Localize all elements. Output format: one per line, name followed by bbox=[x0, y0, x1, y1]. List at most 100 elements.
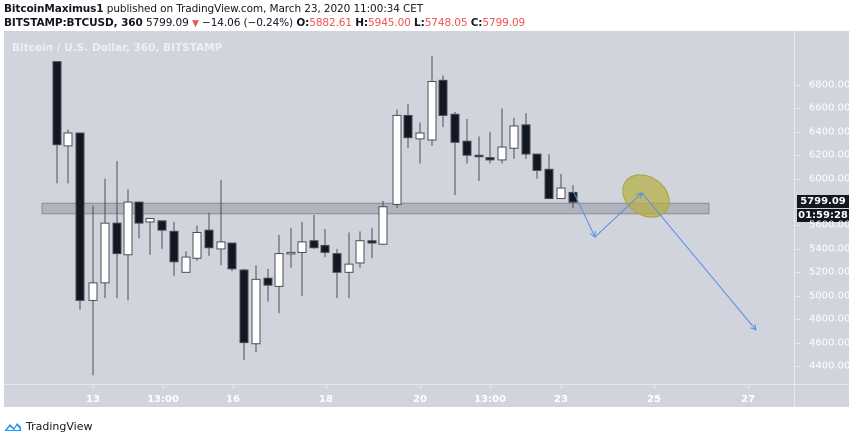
time-tick bbox=[326, 385, 327, 389]
candle-body bbox=[100, 222, 110, 284]
time-tick bbox=[420, 385, 421, 389]
high-value: 5945.00 bbox=[368, 17, 411, 29]
candle-body bbox=[263, 277, 273, 286]
price-label: 5600.00 bbox=[809, 219, 850, 231]
candle-body bbox=[123, 201, 133, 256]
low-label: L: bbox=[414, 17, 425, 29]
time-label: 25 bbox=[647, 394, 661, 405]
candle-body bbox=[355, 240, 365, 264]
price-label: 6200.00 bbox=[809, 149, 850, 161]
close-value: 5799.09 bbox=[482, 17, 526, 29]
last-price: 5799.09 bbox=[145, 17, 189, 29]
time-label: 13 bbox=[86, 394, 100, 405]
time-label: 16 bbox=[226, 394, 240, 405]
time-tick bbox=[163, 385, 164, 389]
candle-body bbox=[192, 232, 202, 259]
candle-body bbox=[112, 222, 122, 255]
candle-body bbox=[392, 114, 402, 205]
chart-title: Bitcoin / U.S. Dollar, 360, BITSTAMP bbox=[12, 42, 223, 54]
down-triangle-icon: ▼ bbox=[191, 19, 199, 29]
candle-body bbox=[52, 61, 62, 146]
candle-body bbox=[438, 79, 448, 116]
publish-info: BitcoinMaximus1 published on TradingView… bbox=[4, 3, 423, 15]
candle-body bbox=[169, 230, 179, 263]
candle-body bbox=[320, 244, 330, 253]
candle-body bbox=[204, 229, 214, 249]
candle-body bbox=[88, 282, 98, 301]
time-label: 18 bbox=[319, 394, 333, 405]
time-label: 23 bbox=[554, 394, 568, 405]
target-ellipse bbox=[622, 174, 670, 218]
symbol-name: BITSTAMP:BTCUSD, 360 bbox=[4, 17, 143, 29]
footer-brand: TradingView bbox=[4, 420, 92, 433]
tradingview-logo-icon bbox=[4, 421, 22, 432]
plot-area[interactable]: Bitcoin / U.S. Dollar, 360, BITSTAMP bbox=[4, 31, 794, 384]
author-name[interactable]: BitcoinMaximus1 bbox=[4, 3, 104, 15]
candle-body bbox=[544, 168, 554, 200]
candle-body bbox=[297, 241, 307, 253]
low-value: 5748.05 bbox=[424, 17, 468, 29]
price-tick bbox=[795, 272, 800, 274]
candle-body bbox=[509, 125, 519, 149]
arrow-head-icon bbox=[750, 324, 757, 331]
candle-body bbox=[286, 251, 296, 255]
candle-body bbox=[145, 217, 155, 223]
candle-body bbox=[309, 240, 319, 249]
candle-body bbox=[63, 132, 73, 147]
candle-body bbox=[239, 269, 249, 344]
price-tick bbox=[795, 342, 800, 344]
price-label: 5000.00 bbox=[809, 290, 850, 302]
price-label: 6800.00 bbox=[809, 79, 850, 91]
high-label: H: bbox=[355, 17, 369, 29]
candle-body bbox=[497, 146, 507, 161]
axis-corner-divider bbox=[794, 384, 849, 385]
candle-body bbox=[403, 114, 413, 139]
time-tick bbox=[654, 385, 655, 389]
price-tick bbox=[795, 365, 800, 367]
price-label: 4800.00 bbox=[809, 313, 850, 325]
price-tick bbox=[795, 178, 800, 180]
time-label: 27 bbox=[741, 394, 755, 405]
chart-area[interactable]: Bitcoin / U.S. Dollar, 360, BITSTAMP 579… bbox=[4, 31, 850, 408]
candle-body bbox=[568, 191, 578, 203]
price-label: 6600.00 bbox=[809, 102, 850, 114]
price-tick bbox=[795, 248, 800, 250]
time-tick bbox=[93, 385, 94, 389]
price-label: 4600.00 bbox=[809, 337, 850, 349]
time-tick bbox=[490, 385, 491, 389]
price-tick bbox=[795, 225, 800, 227]
support-zone bbox=[41, 202, 710, 215]
time-label: 13:00 bbox=[147, 394, 179, 405]
candle-body bbox=[367, 240, 377, 244]
time-tick bbox=[561, 385, 562, 389]
price-tick bbox=[795, 319, 800, 321]
candle-body bbox=[378, 206, 388, 245]
open-value: 5882.61 bbox=[309, 17, 352, 29]
time-tick bbox=[233, 385, 234, 389]
projection-arrow bbox=[572, 190, 757, 331]
time-axis[interactable]: 13 13:00 16 18 20 13:00 23 25 27 bbox=[4, 384, 794, 408]
brand-name: TradingView bbox=[26, 420, 93, 433]
arrow-head-icon bbox=[636, 192, 643, 199]
candle-body bbox=[415, 132, 425, 140]
symbol-info: BITSTAMP:BTCUSD, 360 5799.09 ▼ −14.06 (−… bbox=[4, 17, 525, 29]
price-tick bbox=[795, 85, 800, 86]
candle-body bbox=[521, 124, 531, 155]
candle-body bbox=[251, 278, 261, 345]
candle-body bbox=[556, 187, 566, 200]
time-label: 13:00 bbox=[474, 394, 506, 405]
price-label: 4400.00 bbox=[809, 360, 850, 372]
open-label: O: bbox=[296, 17, 310, 29]
time-tick bbox=[748, 385, 749, 389]
candle-body bbox=[157, 220, 167, 231]
price-change: −14.06 (−0.24%) bbox=[202, 17, 294, 29]
candle-body bbox=[485, 157, 495, 161]
candlestick-plot[interactable] bbox=[4, 31, 794, 384]
price-axis[interactable]: 5799.09 01:59:28 6800.00 6600.00 6400.00 62… bbox=[794, 31, 850, 407]
candle-body bbox=[134, 201, 144, 224]
candle-body bbox=[227, 242, 237, 270]
price-label: 6400.00 bbox=[809, 126, 850, 138]
last-price-badge: 5799.09 bbox=[797, 195, 849, 209]
candle-body bbox=[462, 140, 472, 156]
candle-body bbox=[427, 80, 437, 141]
